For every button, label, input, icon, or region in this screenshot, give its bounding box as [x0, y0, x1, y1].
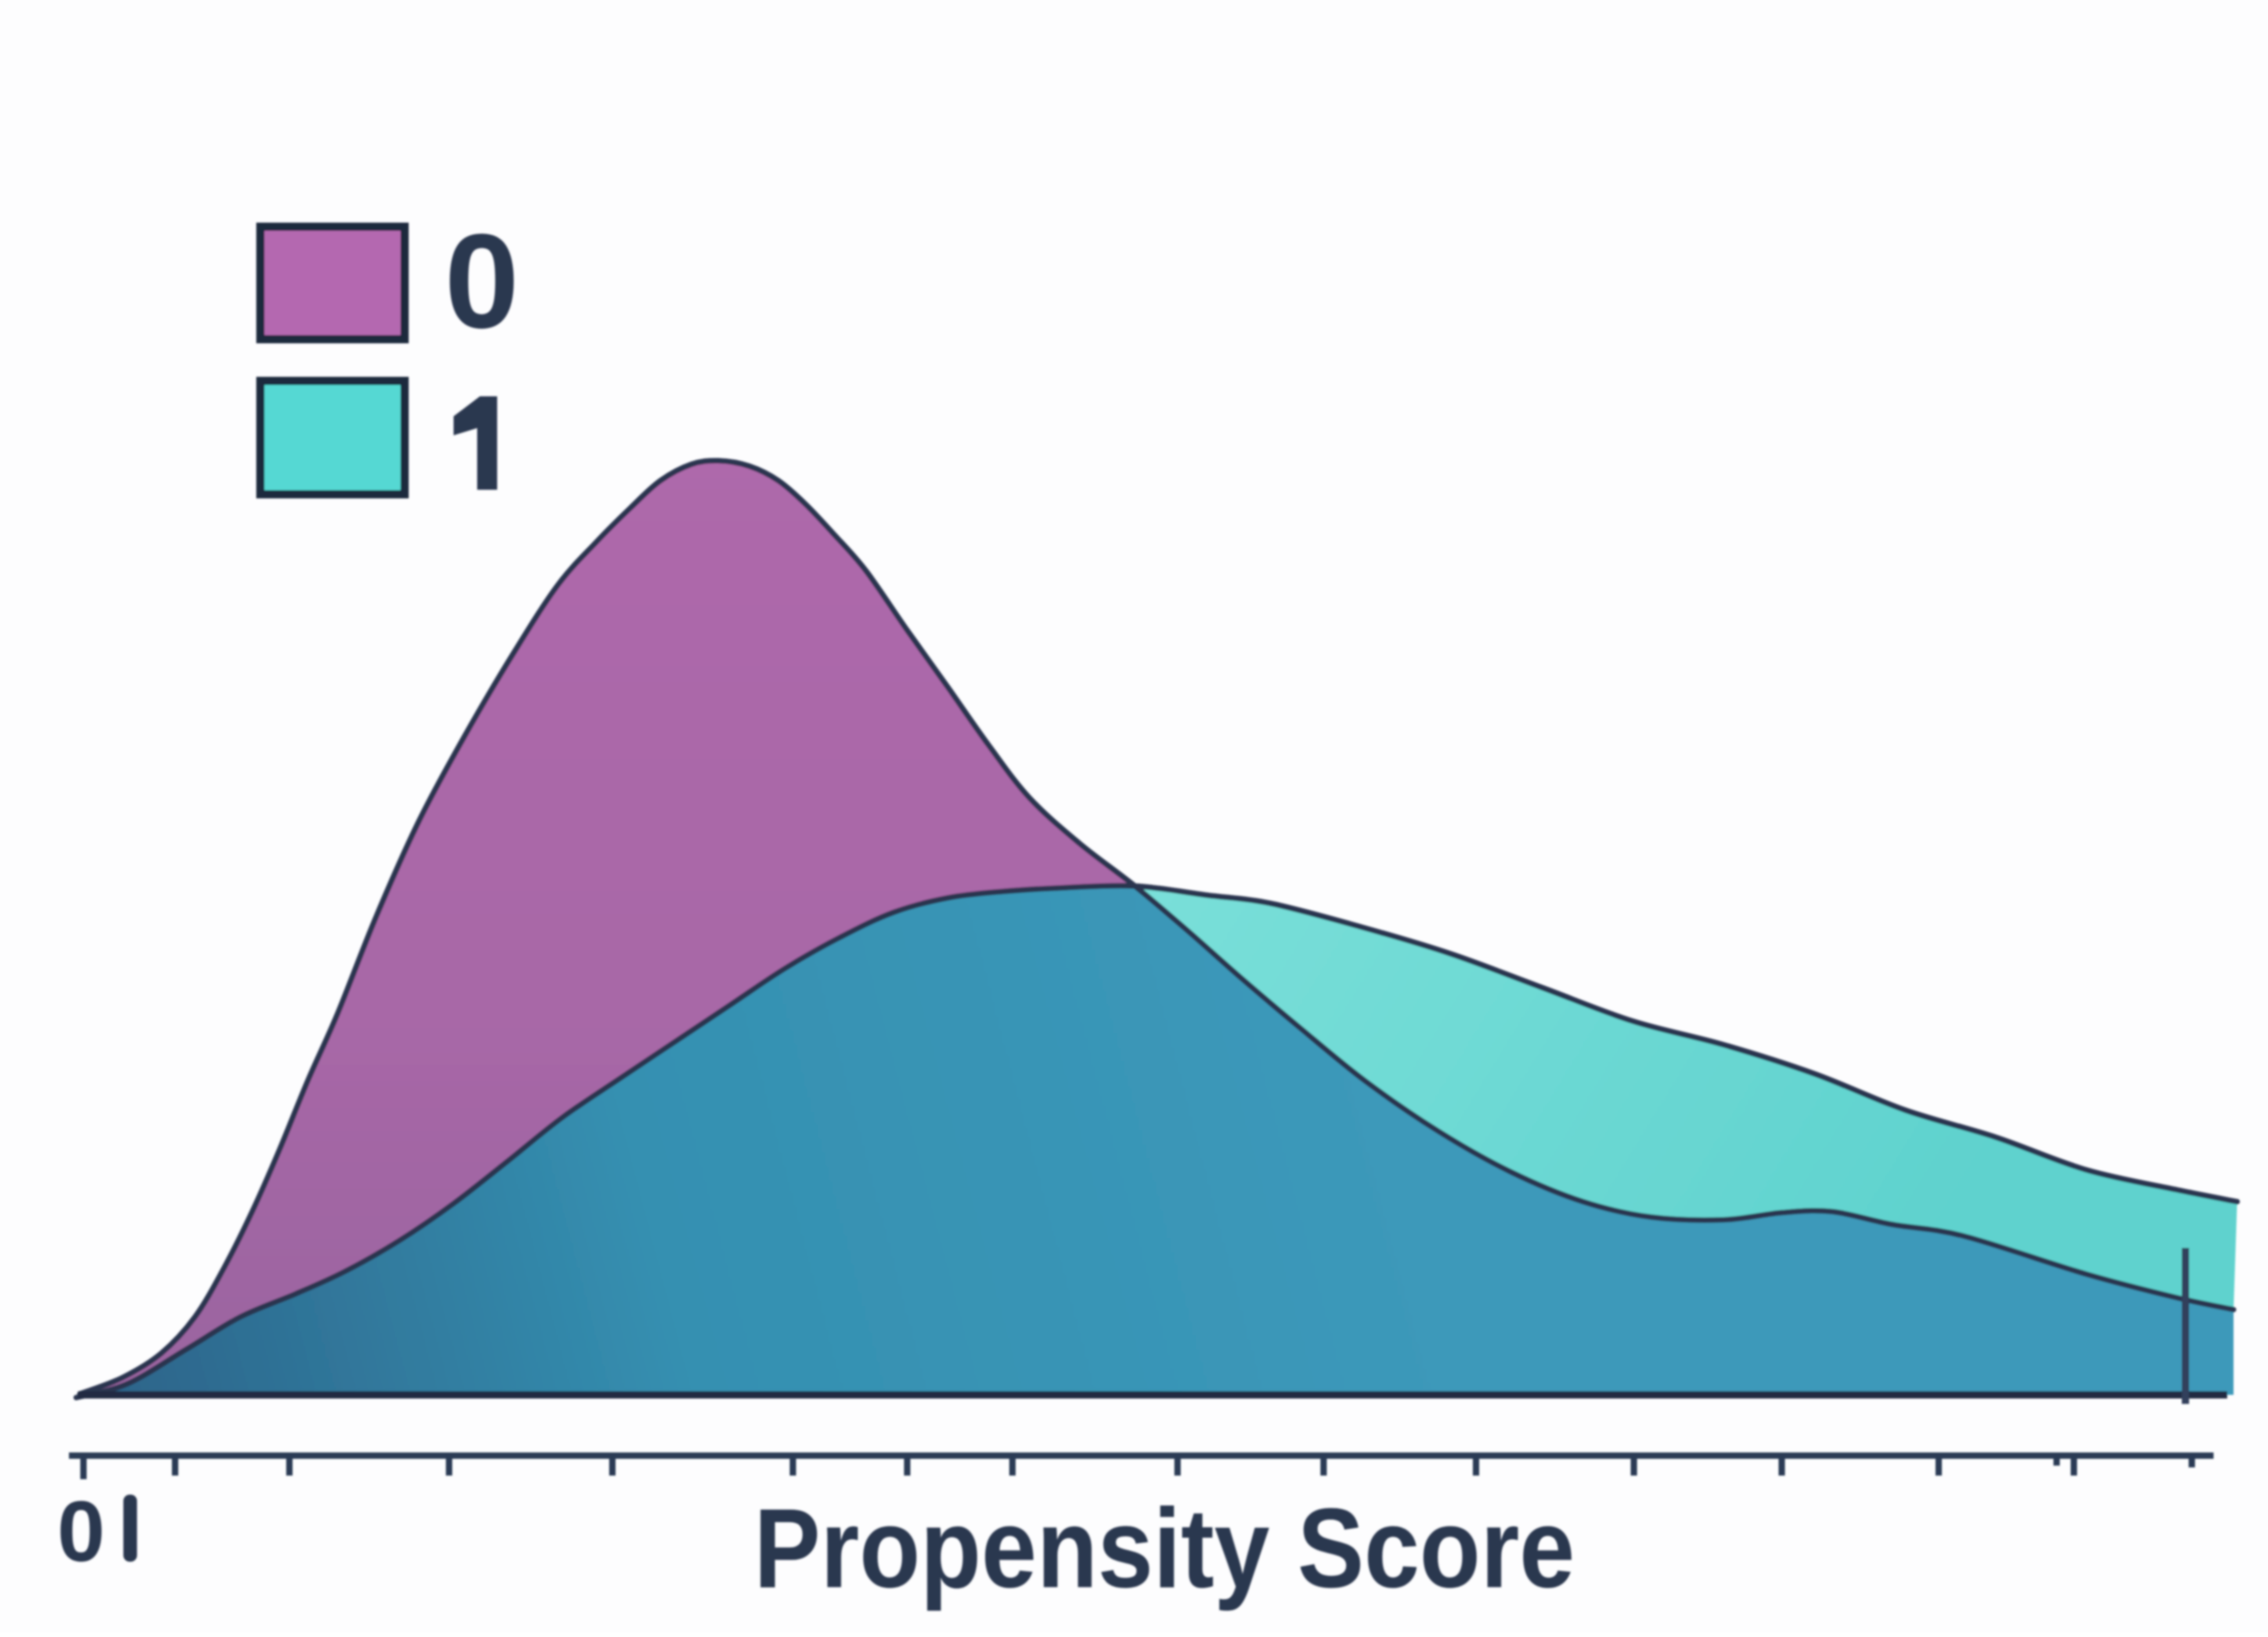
svg-text:Propensity Score: Propensity Score — [754, 1486, 1575, 1612]
svg-text:0: 0 — [57, 1484, 105, 1580]
svg-text:0: 0 — [445, 207, 519, 356]
